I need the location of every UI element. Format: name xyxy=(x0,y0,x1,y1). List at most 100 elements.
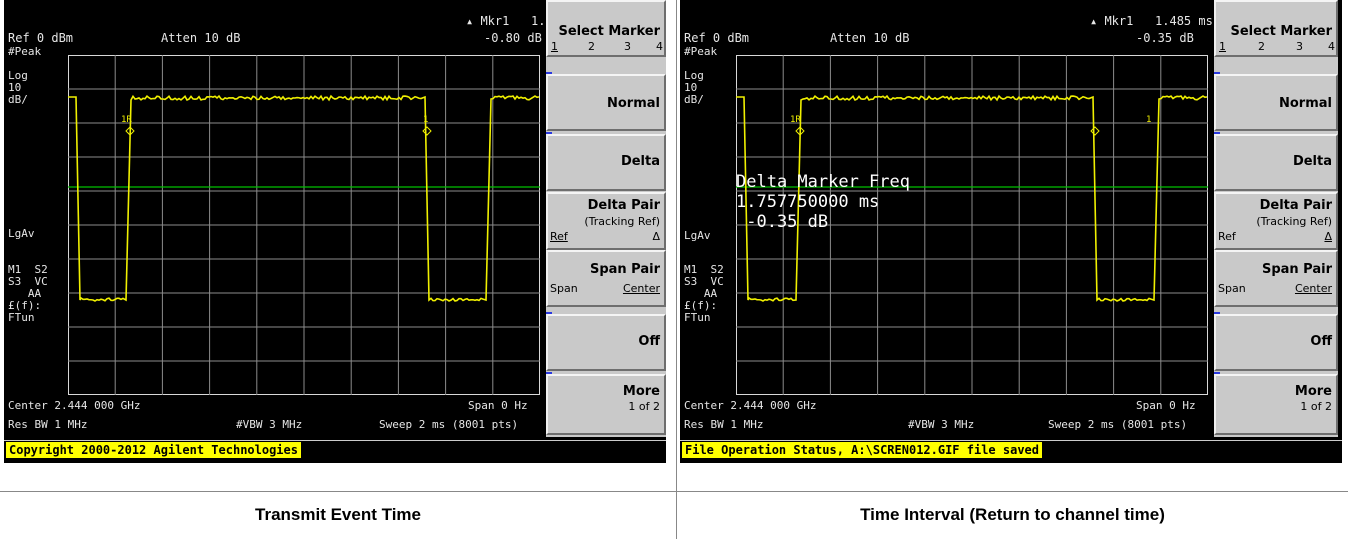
signal-trace xyxy=(736,55,1208,395)
scale-value-label: 10 xyxy=(8,81,22,94)
marker-number-1: 1 xyxy=(551,40,558,53)
span-option: Span xyxy=(1218,282,1246,295)
video-bandwidth: #VBW 3 MHz xyxy=(908,418,975,431)
scale-value-label: 10 xyxy=(684,81,698,94)
off-softkey[interactable]: Off xyxy=(546,314,666,371)
more-softkey[interactable]: More 1 of 2 xyxy=(1214,374,1338,435)
page-indicator: 1 of 2 xyxy=(1300,400,1332,413)
tracking-ref-label: (Tracking Ref) xyxy=(1256,215,1332,228)
trace-mode-label: AA xyxy=(8,287,42,300)
softkey-menu: Select Marker 1 2 3 4 Normal Delta Delta… xyxy=(546,0,666,437)
reference-marker-diamond xyxy=(795,126,805,136)
video-bandwidth: #VBW 3 MHz xyxy=(236,418,303,431)
trace-mode-label: M1 S2 xyxy=(684,263,724,276)
scale-unit-label: dB/ xyxy=(684,93,704,106)
trace-line xyxy=(736,94,1208,302)
delta-pair-softkey[interactable]: Delta Pair (Tracking Ref) Ref Δ xyxy=(1214,192,1338,250)
normal-label: Normal xyxy=(1279,96,1332,111)
softkey-menu: Select Marker 1 2 3 4 Normal Delta Delta… xyxy=(1214,0,1338,437)
more-label: More xyxy=(1294,384,1332,399)
more-label: More xyxy=(622,384,660,399)
span-option: Span xyxy=(550,282,578,295)
detector-label: #Peak xyxy=(8,45,42,58)
delta-label: Delta xyxy=(620,154,660,169)
span-setting: Span 0 Hz xyxy=(1136,399,1196,412)
marker-number-2: 2 xyxy=(1258,40,1265,53)
status-message: File Operation Status, A:\SCREN012.GIF f… xyxy=(682,442,1043,458)
function-label: £(f): xyxy=(684,299,718,312)
trace-mode-label: S3 VC xyxy=(684,275,724,288)
normal-label: Normal xyxy=(607,96,660,111)
select-marker-softkey[interactable]: Select Marker 1 2 3 4 xyxy=(1214,0,1338,57)
marker-number-2: 2 xyxy=(588,40,595,53)
softkey-tick xyxy=(546,312,552,314)
marker-diamond xyxy=(1090,126,1100,136)
reference-marker-diamond xyxy=(125,126,135,136)
tuning-label: FTun xyxy=(684,311,711,324)
reference-marker-label: 1R xyxy=(121,115,132,125)
reference-level: Ref 0 dBm xyxy=(8,31,74,45)
analyzer-screen-left: ▴ Mkr1 1.253 ms Ref 0 dBm Atten 10 dB -0… xyxy=(4,0,666,463)
trace-mode-label: AA xyxy=(684,287,718,300)
scale-type-label: Log xyxy=(684,69,704,82)
scale-unit-label: dB/ xyxy=(8,93,28,106)
average-type-label: LgAv xyxy=(8,227,35,240)
select-marker-softkey[interactable]: Select Marker 1 2 3 4 xyxy=(546,0,666,57)
marker-readout: ▴ Mkr1 1.485 ms xyxy=(1090,14,1213,28)
resolution-bandwidth: Res BW 1 MHz xyxy=(684,418,764,431)
marker-value: -0.35 dB xyxy=(1136,31,1194,45)
off-label: Off xyxy=(1310,334,1332,349)
normal-softkey[interactable]: Normal xyxy=(546,74,666,131)
delta-pair-label: Delta Pair xyxy=(1259,198,1332,213)
trace-mode-label: M1 S2 xyxy=(8,263,48,276)
sweep-time: Sweep 2 ms (8001 pts) xyxy=(1048,418,1188,431)
softkey-tick xyxy=(1214,312,1220,314)
span-pair-label: Span Pair xyxy=(1261,262,1332,277)
marker-diamond xyxy=(422,126,432,136)
off-label: Off xyxy=(638,334,660,349)
off-softkey[interactable]: Off xyxy=(1214,314,1338,371)
caption-left: Transmit Event Time xyxy=(255,505,421,524)
sweep-time: Sweep 2 ms (8001 pts) xyxy=(379,418,519,431)
span-pair-label: Span Pair xyxy=(589,262,660,277)
marker-number-3: 3 xyxy=(1296,40,1303,53)
attenuation: Atten 10 dB xyxy=(161,31,241,45)
tracking-ref-label: (Tracking Ref) xyxy=(584,215,660,228)
column-divider xyxy=(676,0,677,539)
marker-label: 1 xyxy=(423,115,429,125)
reference-level: Ref 0 dBm xyxy=(684,31,750,45)
marker-number-3: 3 xyxy=(624,40,631,53)
marker-number-1: 1 xyxy=(1219,40,1226,53)
function-label: £(f): xyxy=(8,299,42,312)
softkey-tick xyxy=(546,132,552,134)
reference-marker-label: 1R xyxy=(790,115,801,125)
delta-marker-amplitude: -0.35 dB xyxy=(736,212,829,232)
marker-value: -0.80 dB xyxy=(484,31,542,45)
ref-option: Ref xyxy=(550,230,568,243)
delta-softkey[interactable]: Delta xyxy=(1214,134,1338,191)
delta-marker-title: Delta Marker Freq xyxy=(736,172,910,192)
delta-marker-time: 1.757750000 ms xyxy=(736,192,880,212)
softkey-tick xyxy=(546,72,552,74)
page-indicator: 1 of 2 xyxy=(628,400,660,413)
marker-number-4: 4 xyxy=(1328,40,1335,53)
center-frequency: Center 2.444 000 GHz xyxy=(8,399,141,412)
delta-pair-softkey[interactable]: Delta Pair (Tracking Ref) Ref Δ xyxy=(546,192,666,250)
softkey-tick xyxy=(1214,372,1220,374)
ref-option: Ref xyxy=(1218,230,1236,243)
status-message: Copyright 2000-2012 Agilent Technologies xyxy=(6,442,301,458)
span-pair-softkey[interactable]: Span Pair Span Center xyxy=(546,250,666,307)
scale-type-label: Log xyxy=(8,69,28,82)
select-marker-label: Select Marker xyxy=(558,24,660,39)
delta-pair-label: Delta Pair xyxy=(587,198,660,213)
span-pair-softkey[interactable]: Span Pair Span Center xyxy=(1214,250,1338,307)
analyzer-screen-right: ▴ Mkr1 1.485 ms Ref 0 dBm Atten 10 dB -0… xyxy=(680,0,1342,463)
delta-softkey[interactable]: Delta xyxy=(546,134,666,191)
normal-softkey[interactable]: Normal xyxy=(1214,74,1338,131)
detector-label: #Peak xyxy=(684,45,718,58)
more-softkey[interactable]: More 1 of 2 xyxy=(546,374,666,435)
marker-number-4: 4 xyxy=(656,40,663,53)
span-setting: Span 0 Hz xyxy=(468,399,528,412)
delta-option: Δ xyxy=(1324,230,1332,243)
